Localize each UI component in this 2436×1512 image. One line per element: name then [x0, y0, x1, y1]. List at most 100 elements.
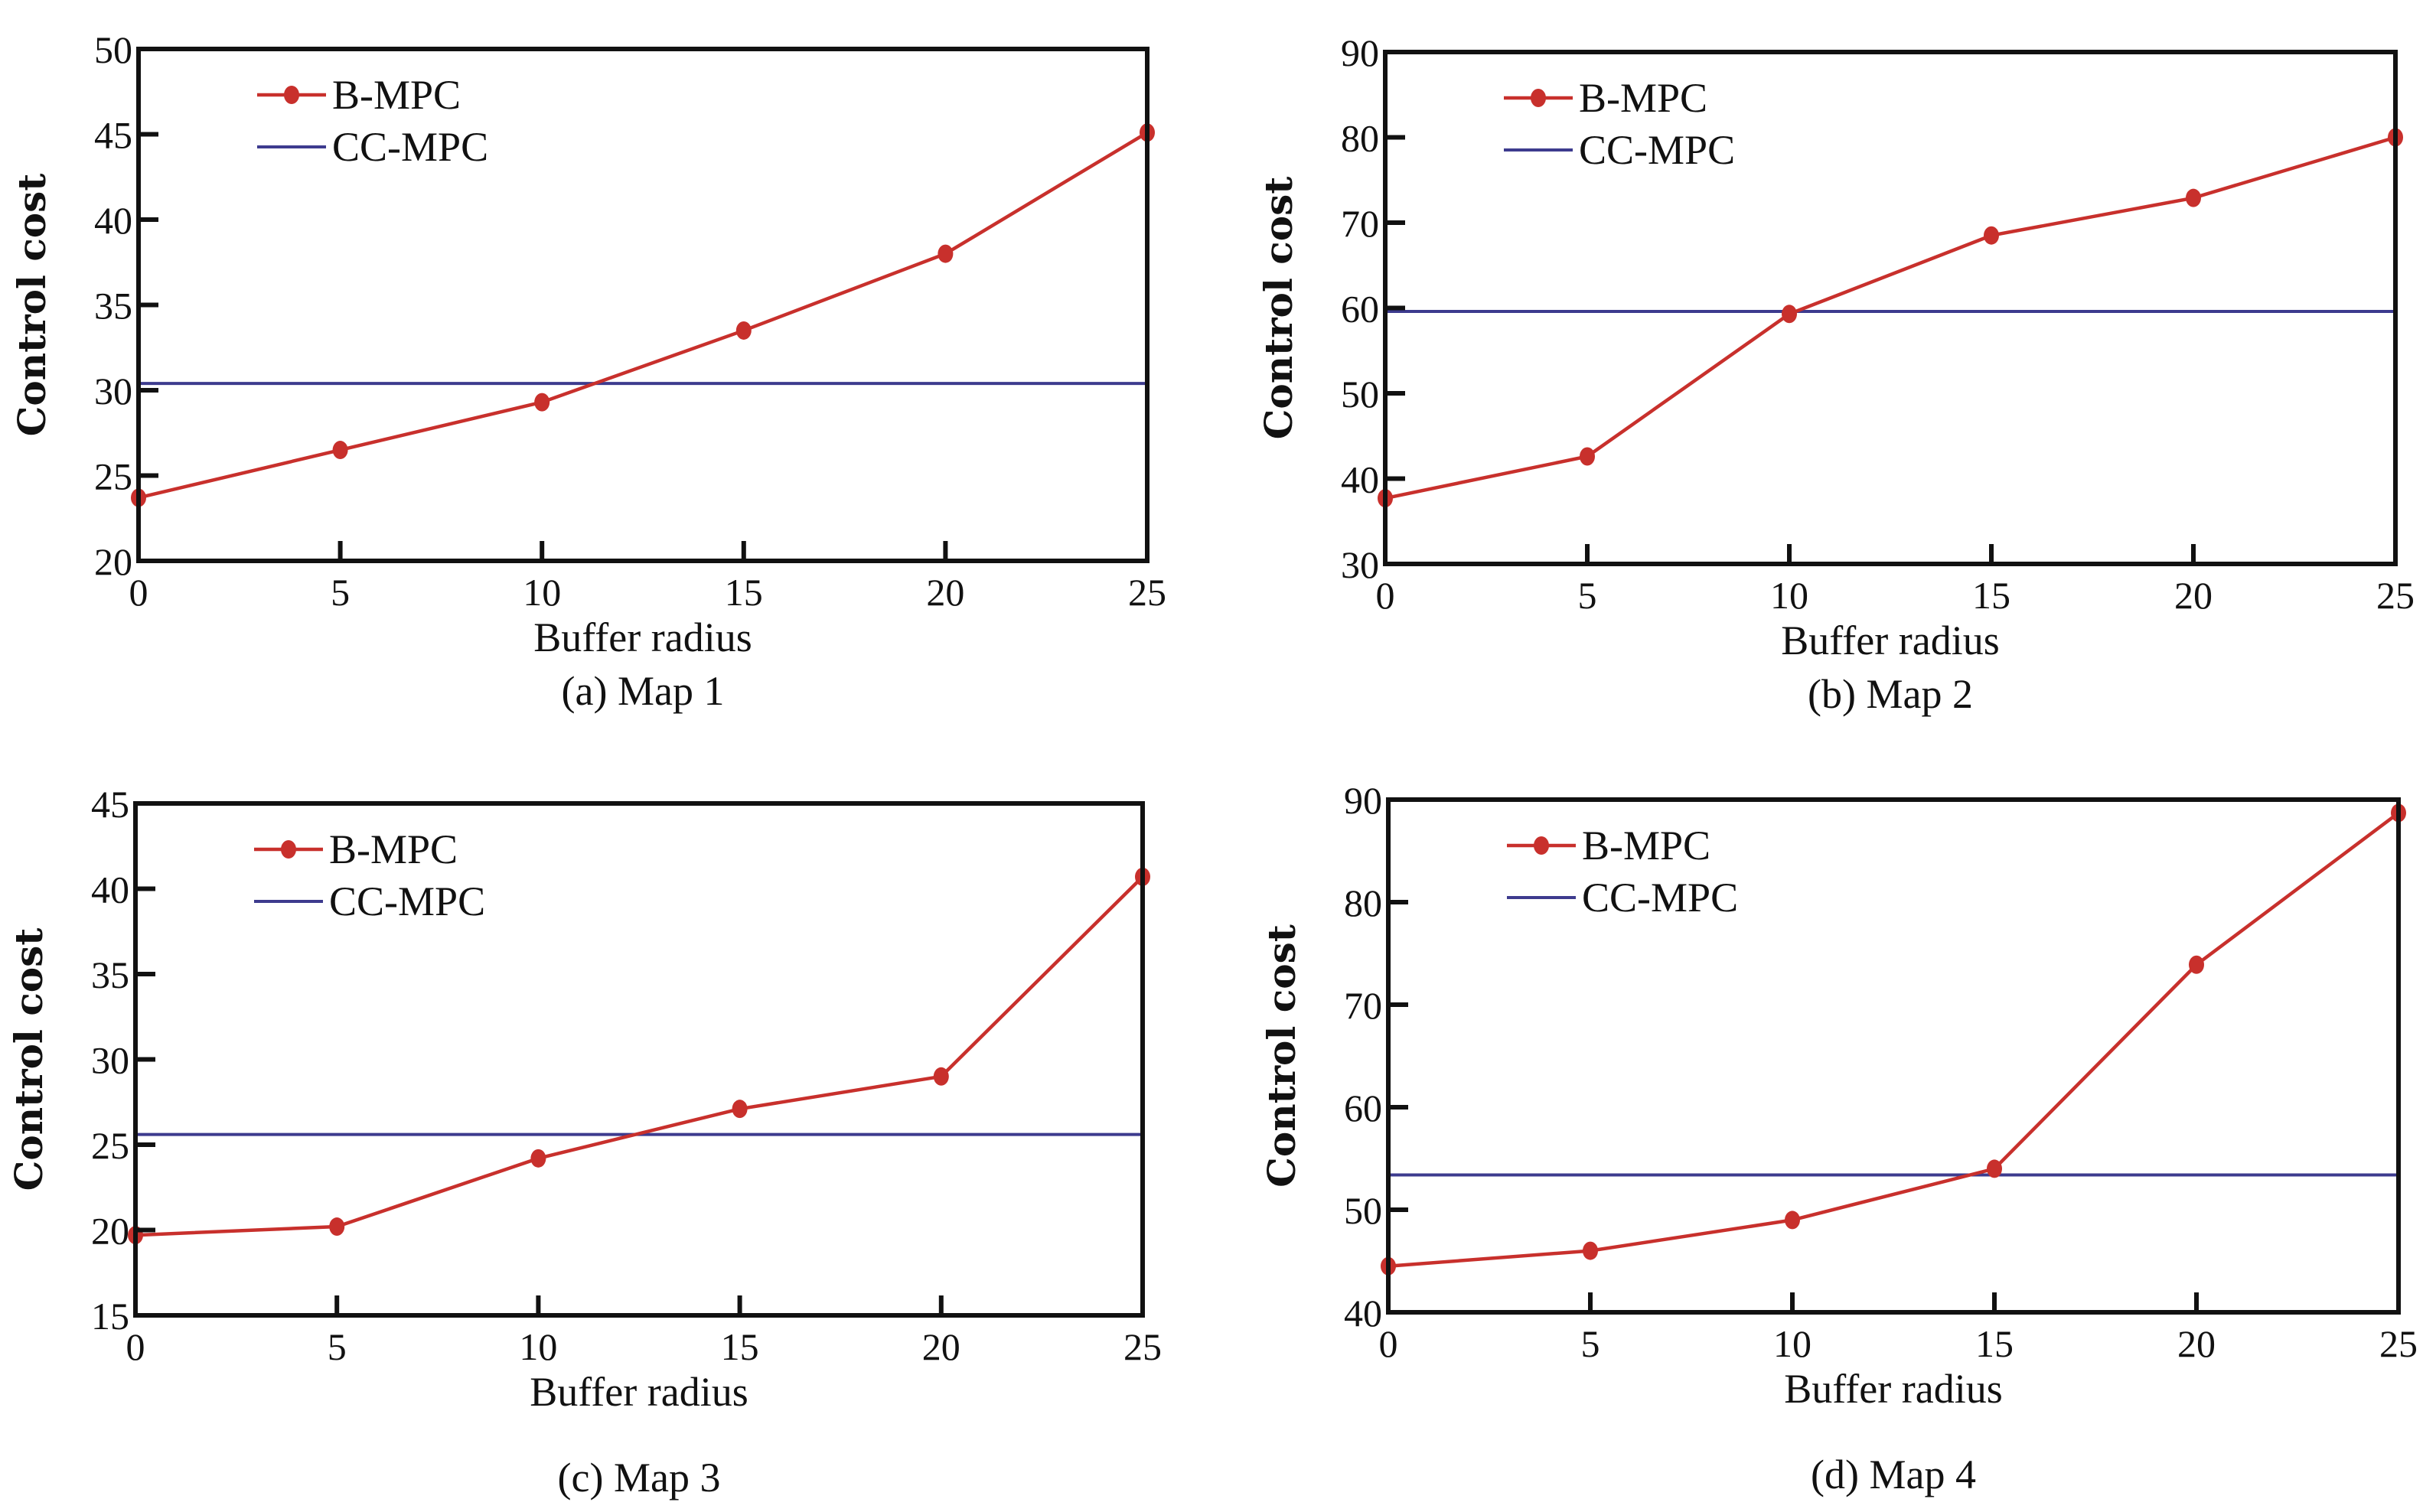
y-tick-label: 20 [91, 1210, 129, 1253]
legend-ccmpc-label: CC-MPC [329, 878, 485, 924]
y-tick-label: 40 [91, 868, 129, 911]
legend-bmpc-label: B-MPC [1582, 823, 1710, 868]
bmpc-line [1388, 811, 2400, 1268]
plot-frame [136, 47, 1150, 563]
x-tick-label: 25 [1123, 1325, 1162, 1368]
panel-map-4: 0 5 10 15 20 25 40 50 60 70 80 90 Buffer radius Contr… [1259, 779, 2418, 1497]
y-tick-label: 90 [1344, 779, 1382, 822]
x-axis-label: Buffer radius [1781, 618, 1999, 663]
plot-frame [1386, 797, 2401, 1315]
bmpc-line [138, 131, 1149, 500]
panel-caption: (b) Map 2 [1808, 671, 1973, 717]
y-tick-label: 70 [1341, 202, 1379, 245]
x-tick-label: 20 [2177, 1322, 2216, 1365]
panel-map-3: 0 5 10 15 20 25 15 20 25 30 35 40 45 Buffer radius Con… [6, 783, 1162, 1501]
x-axis-label: Buffer radius [530, 1369, 748, 1415]
bmpc-point [735, 321, 752, 340]
y-tick-label: 60 [1341, 288, 1379, 331]
y-tick-label: 45 [91, 783, 129, 826]
x-tick-label: 5 [328, 1325, 347, 1368]
bmpc-point [933, 1067, 949, 1086]
y-tick-label: 50 [1344, 1189, 1382, 1232]
x-tick-label: 15 [1975, 1322, 2014, 1365]
bmpc-line [1384, 135, 2396, 500]
x-tick-label: 15 [725, 571, 763, 614]
bmpc-point [329, 1217, 345, 1237]
x-tick-label: 25 [2379, 1322, 2418, 1365]
y-axis-label: Control cost [1259, 924, 1304, 1188]
bmpc-point [2189, 955, 2204, 974]
y-tick-label: 45 [94, 114, 132, 157]
panel-map-2: 0 5 10 15 20 25 30 40 50 60 70 80 90 Buffer radius Con… [1256, 31, 2415, 717]
y-tick-label: 70 [1344, 984, 1382, 1027]
panel-caption: (c) Map 3 [558, 1455, 721, 1501]
bmpc-point [332, 441, 348, 460]
bmpc-point [2186, 188, 2201, 207]
plot-frame [1383, 50, 2398, 566]
bmpc-point [534, 393, 550, 412]
x-tick-label: 0 [1379, 1322, 1398, 1365]
x-tick-label: 15 [721, 1325, 759, 1368]
y-tick-label: 40 [94, 199, 132, 242]
x-tick-label: 15 [1972, 574, 2010, 617]
bmpc-point [1785, 1211, 1800, 1230]
y-tick-label: 25 [91, 1124, 129, 1167]
y-tick-label: 30 [1341, 543, 1379, 586]
y-axis-label: Control cost [1256, 177, 1301, 440]
y-tick-label: 40 [1344, 1292, 1382, 1334]
legend-ccmpc-label: CC-MPC [1579, 127, 1735, 173]
plot-frame [133, 801, 1145, 1318]
legend-bmpc-label: B-MPC [329, 826, 458, 872]
x-tick-label: 0 [1376, 574, 1395, 617]
x-tick-label: 10 [519, 1325, 557, 1368]
y-tick-label: 50 [1341, 373, 1379, 415]
x-tick-label: 0 [129, 571, 148, 614]
y-tick-label: 35 [91, 953, 129, 996]
legend-bmpc-label: B-MPC [332, 72, 461, 118]
y-axis-label: Control cost [9, 174, 54, 437]
bmpc-point [732, 1100, 748, 1119]
x-tick-label: 10 [1773, 1322, 1812, 1365]
x-tick-label: 10 [523, 571, 561, 614]
x-tick-label: 10 [1770, 574, 1808, 617]
legend-ccmpc-label: CC-MPC [1582, 875, 1738, 921]
x-axis-label: Buffer radius [533, 614, 752, 660]
legend-bmpc-marker [1531, 89, 1546, 107]
y-tick-label: 90 [1341, 31, 1379, 74]
x-tick-label: 25 [2376, 574, 2415, 617]
bmpc-point [938, 244, 954, 263]
panel-caption: (d) Map 4 [1811, 1452, 1976, 1497]
bmpc-point [530, 1149, 546, 1168]
bmpc-point [1583, 1241, 1598, 1260]
x-axis-label: Buffer radius [1784, 1366, 2002, 1412]
x-tick-label: 20 [926, 571, 964, 614]
bmpc-point [1987, 1159, 2002, 1178]
x-tick-label: 5 [1581, 1322, 1600, 1365]
legend-ccmpc-label: CC-MPC [332, 124, 488, 170]
y-tick-label: 60 [1344, 1087, 1382, 1129]
y-tick-label: 25 [94, 455, 132, 498]
x-tick-label: 20 [2174, 574, 2213, 617]
legend-bmpc-marker [284, 86, 299, 104]
x-tick-label: 25 [1128, 571, 1166, 614]
panel-map-1: 0 5 10 15 20 25 20 25 30 35 40 45 50 Buffer radius Con… [9, 28, 1166, 714]
y-tick-label: 15 [91, 1295, 129, 1338]
bmpc-point [1782, 305, 1797, 324]
legend-bmpc-marker [1534, 836, 1549, 855]
y-tick-label: 20 [94, 540, 132, 583]
x-tick-label: 0 [126, 1325, 145, 1368]
y-tick-label: 40 [1341, 458, 1379, 501]
legend-bmpc-label: B-MPC [1579, 75, 1707, 121]
legend-bmpc-marker [281, 840, 296, 859]
y-tick-label: 30 [94, 370, 132, 412]
bmpc-line [135, 875, 1144, 1237]
y-tick-label: 30 [91, 1039, 129, 1082]
x-tick-label: 5 [331, 571, 350, 614]
y-tick-label: 80 [1341, 117, 1379, 160]
y-tick-label: 80 [1344, 881, 1382, 924]
panel-caption: (a) Map 1 [562, 668, 725, 714]
x-tick-label: 20 [922, 1325, 960, 1368]
y-tick-label: 35 [94, 285, 132, 327]
y-tick-label: 50 [94, 28, 132, 71]
